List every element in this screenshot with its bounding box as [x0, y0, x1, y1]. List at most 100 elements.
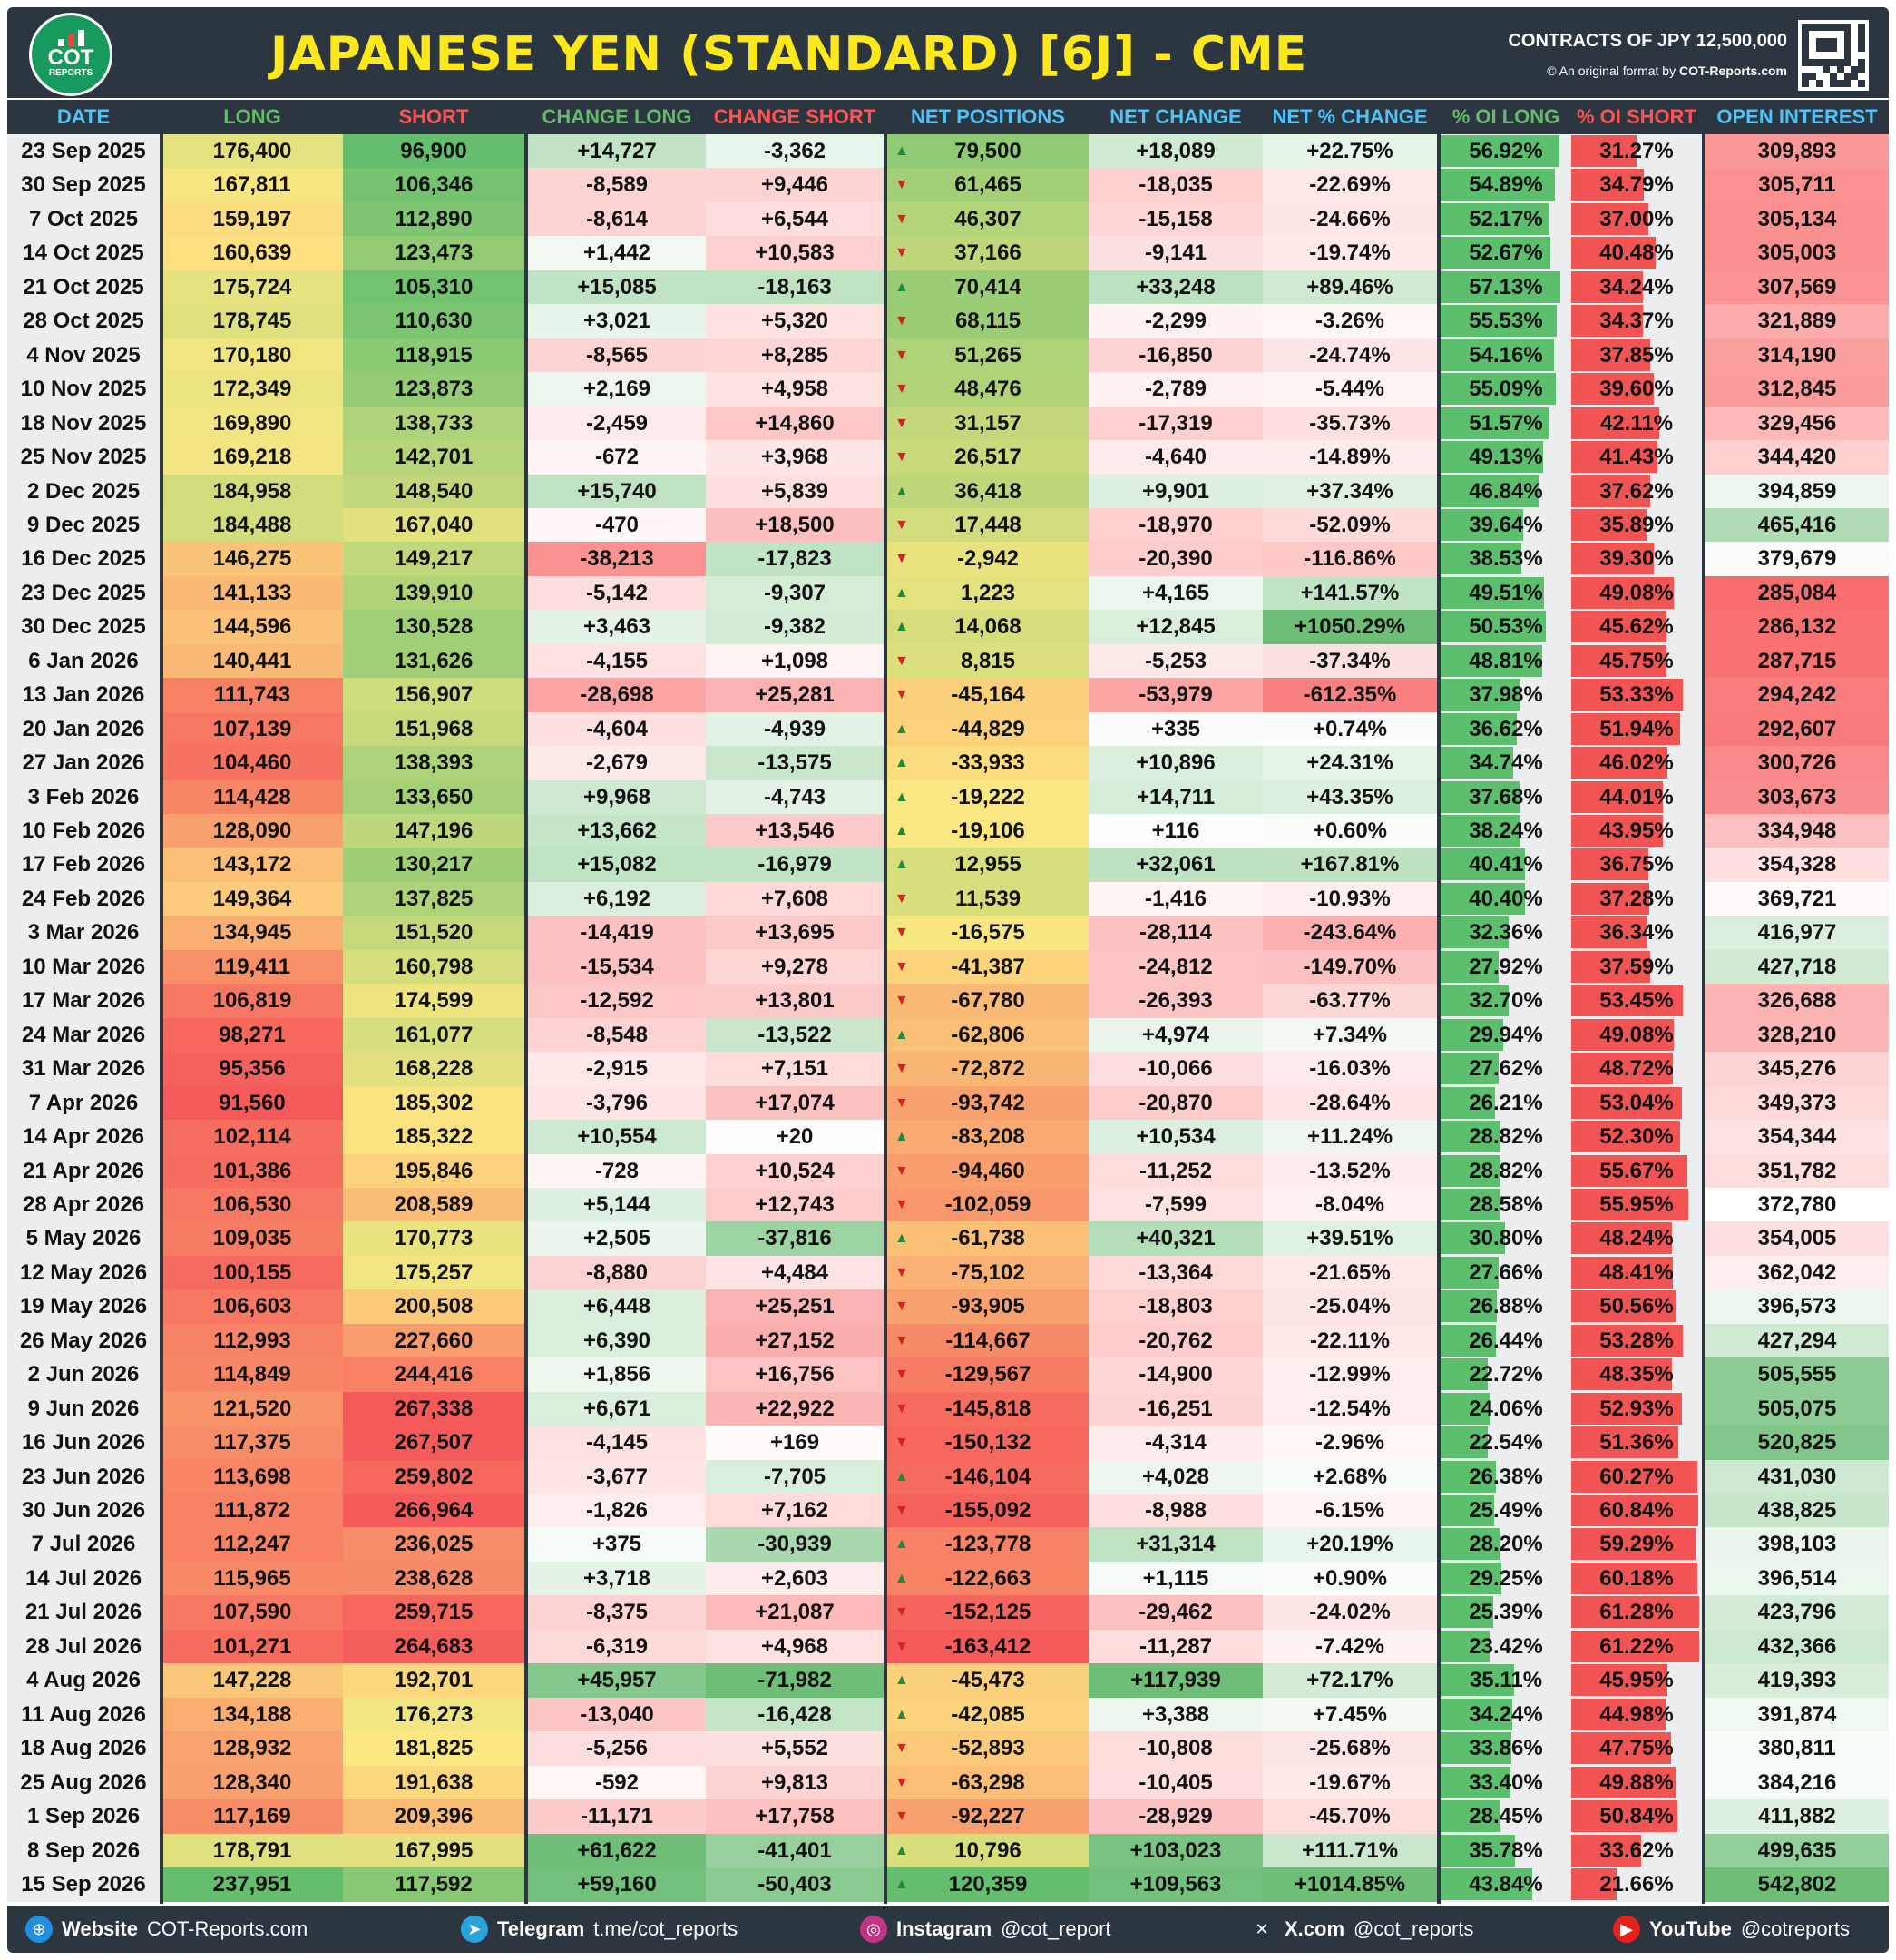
net-position-cell: ▲ -44,829: [887, 711, 1089, 747]
percent-bar: [1441, 1053, 1499, 1085]
open-interest-cell: 499,635: [1705, 1833, 1889, 1868]
net-change-cell: +9,901: [1089, 474, 1263, 509]
open-interest-cell: 423,796: [1705, 1595, 1889, 1631]
footer-link-youtube[interactable]: ▶ YouTube @cotreports: [1613, 1906, 1850, 1953]
long-cell: 106,530: [161, 1187, 343, 1222]
net-position-value: -45,164: [951, 682, 1025, 708]
instagram-icon: ◎: [860, 1916, 887, 1943]
change-short-cell: -16,979: [706, 848, 884, 883]
date-cell: 12 May 2026: [7, 1255, 160, 1290]
net-change-cell: +18,089: [1089, 134, 1263, 169]
change-long-cell: +6,448: [528, 1289, 706, 1325]
net-position-cell: ▼ -75,102: [887, 1255, 1089, 1290]
open-interest-cell: 354,328: [1705, 848, 1889, 883]
net-position-value: -16,575: [951, 920, 1025, 946]
percent-value: 33.40%: [1469, 1769, 1543, 1795]
arrow-down-icon: ▼: [894, 1435, 909, 1451]
change-short-cell: +10,583: [706, 236, 884, 271]
percent-value: 59.29%: [1599, 1532, 1674, 1557]
change-long-cell: -4,155: [528, 643, 706, 679]
long-cell: 147,228: [161, 1663, 343, 1699]
net-position-cell: ▲ 36,418: [887, 474, 1089, 509]
percent-value: 46.02%: [1599, 750, 1674, 776]
percent-value: 40.41%: [1469, 852, 1543, 877]
oi-short-cell: 34.37%: [1571, 304, 1702, 339]
arrow-up-icon: ▲: [894, 1536, 909, 1553]
open-interest-cell: 411,882: [1705, 1799, 1889, 1835]
net-position-value: 79,500: [954, 139, 1021, 163]
percent-value: 27.66%: [1469, 1259, 1543, 1285]
open-interest-cell: 354,344: [1705, 1120, 1889, 1155]
net-pct-change-cell: -6.15%: [1263, 1494, 1437, 1528]
percent-bar: [1571, 882, 1649, 915]
change-short-cell: -9,307: [706, 575, 884, 611]
net-change-cell: +1,115: [1089, 1561, 1263, 1596]
percent-value: 24.06%: [1469, 1396, 1543, 1421]
change-short-cell: +4,958: [706, 372, 884, 407]
percent-bar: [1441, 882, 1526, 915]
arrow-down-icon: ▼: [894, 551, 909, 567]
net-change-cell: +10,534: [1089, 1120, 1263, 1155]
net-position-value: 17,448: [954, 512, 1021, 537]
change-short-cell: -3,362: [706, 134, 884, 169]
oi-long-cell: 55.53%: [1441, 304, 1571, 339]
change-long-cell: +5,144: [528, 1187, 706, 1222]
net-change-cell: -14,900: [1089, 1357, 1263, 1393]
oi-short-cell: 36.75%: [1571, 848, 1702, 883]
net-change-cell: +10,896: [1089, 746, 1263, 781]
percent-value: 40.40%: [1469, 886, 1543, 911]
change-long-cell: +45,957: [528, 1663, 706, 1699]
net-pct-change-cell: +0.60%: [1263, 814, 1437, 848]
percent-value: 49.88%: [1599, 1769, 1674, 1795]
footer-link-xcom[interactable]: ✕ X.com @cot_reports: [1248, 1906, 1473, 1953]
net-pct-change-cell: +1050.29%: [1263, 610, 1437, 645]
open-interest-cell: 305,003: [1705, 236, 1889, 271]
oi-short-cell: 39.30%: [1571, 542, 1702, 577]
change-long-cell: +3,021: [528, 304, 706, 339]
percent-value: 48.41%: [1599, 1259, 1674, 1285]
percent-value: 38.24%: [1469, 818, 1543, 843]
net-position-value: 61,465: [954, 172, 1021, 198]
change-short-cell: +18,500: [706, 507, 884, 543]
percent-bar: [1571, 644, 1667, 677]
change-short-cell: -7,705: [706, 1459, 884, 1494]
long-cell: 98,271: [161, 1017, 343, 1053]
oi-long-cell: 27.62%: [1441, 1052, 1571, 1087]
footer-link-instagram[interactable]: ◎ Instagram @cot_report: [860, 1906, 1111, 1953]
net-pct-change-cell: +7.34%: [1263, 1017, 1437, 1053]
short-cell: 174,599: [343, 984, 524, 1019]
oi-long-cell: 48.81%: [1441, 643, 1571, 679]
column-separator: [1437, 100, 1441, 1904]
open-interest-cell: 416,977: [1705, 916, 1889, 951]
net-position-cell: ▲ -123,778: [887, 1527, 1089, 1563]
percent-bar: [1441, 1528, 1500, 1561]
oi-short-cell: 45.95%: [1571, 1663, 1702, 1699]
change-short-cell: +16,756: [706, 1357, 884, 1393]
footer-link-telegram[interactable]: ➤ Telegram t.me/cot_reports: [461, 1906, 738, 1953]
change-long-cell: +6,390: [528, 1323, 706, 1358]
percent-bar: [1571, 1154, 1688, 1187]
net-position-value: 26,517: [954, 445, 1021, 470]
net-position-value: -19,222: [951, 784, 1025, 809]
oi-long-cell: 33.40%: [1441, 1765, 1571, 1800]
oi-short-cell: 45.75%: [1571, 643, 1702, 679]
oi-long-cell: 32.70%: [1441, 984, 1571, 1019]
net-pct-change-cell: -5.44%: [1263, 372, 1437, 407]
oi-long-cell: 51.57%: [1441, 406, 1571, 441]
percent-value: 26.44%: [1469, 1328, 1543, 1353]
net-pct-change-cell: -8.04%: [1263, 1187, 1437, 1222]
percent-bar: [1571, 1086, 1683, 1119]
long-cell: 184,488: [161, 507, 343, 543]
percent-value: 54.16%: [1469, 342, 1543, 368]
long-cell: 117,169: [161, 1799, 343, 1835]
footer-link-website[interactable]: ⊕ Website COT-Reports.com: [25, 1906, 308, 1953]
date-cell: 27 Jan 2026: [7, 746, 160, 781]
change-short-cell: +9,278: [706, 949, 884, 985]
net-pct-change-cell: -25.68%: [1263, 1731, 1437, 1767]
change-short-cell: +1,098: [706, 643, 884, 679]
change-long-cell: -5,256: [528, 1731, 706, 1767]
date-cell: 10 Nov 2025: [7, 372, 160, 407]
percent-bar: [1571, 950, 1650, 983]
oi-short-cell: 60.84%: [1571, 1494, 1702, 1528]
percent-value: 33.86%: [1469, 1736, 1543, 1761]
